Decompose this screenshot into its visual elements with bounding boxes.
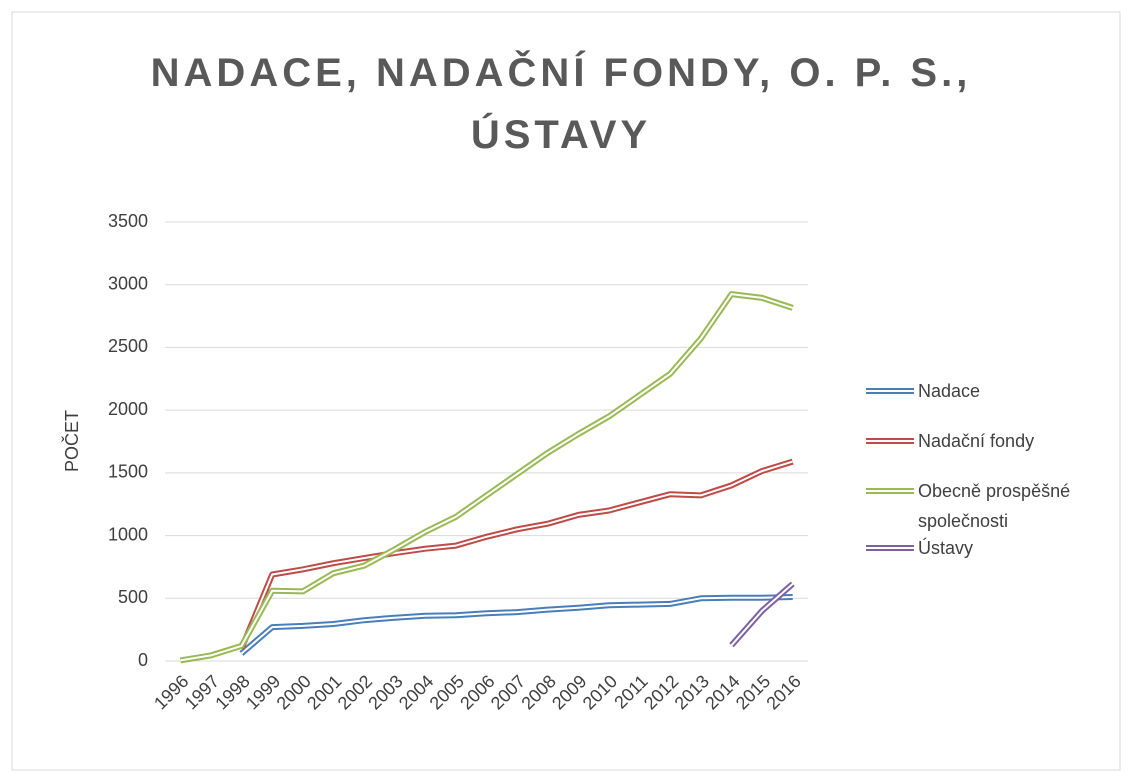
x-tick-label: 2013	[671, 671, 713, 713]
x-tick-label: 2002	[334, 671, 376, 713]
legend-label: Nadační fondy	[918, 431, 1035, 451]
y-tick-label: 3000	[108, 273, 148, 293]
y-tick-label: 1000	[108, 524, 148, 544]
x-tick-label: 2014	[701, 671, 743, 713]
x-tick-label: 2001	[303, 671, 345, 713]
y-axis-label: POČET	[61, 410, 82, 472]
x-tick-label: 2007	[487, 671, 529, 713]
x-tick-label: 2005	[426, 671, 468, 713]
y-tick-label: 1500	[108, 462, 148, 482]
chart-title: NADACE, NADAČNÍ FONDY, O. P. S., ÚSTAVY	[150, 51, 972, 157]
series-line-inner	[180, 293, 794, 662]
series-line-inner	[730, 583, 794, 646]
chart-frame	[11, 11, 1121, 771]
legend-label: Nadace	[918, 381, 981, 401]
legend-label: Ústavy	[918, 538, 974, 558]
series-line-inner	[240, 460, 793, 649]
x-tick-label: 2004	[395, 671, 437, 713]
x-tick-label: 2008	[517, 671, 559, 713]
x-tick-label: 2006	[456, 671, 498, 713]
series-line	[238, 458, 794, 650]
x-tick-label: 2010	[579, 671, 621, 713]
x-tick-label: 1997	[181, 671, 223, 713]
y-tick-label: 2000	[108, 399, 148, 419]
y-tick-label: 3500	[108, 211, 148, 231]
x-tick-label: 2009	[548, 671, 590, 713]
series-line	[179, 291, 794, 664]
y-tick-label: 0	[138, 650, 148, 670]
x-tick-label: 1998	[211, 671, 253, 713]
x-tick-label: 2000	[273, 671, 315, 713]
y-tick-label: 500	[118, 587, 148, 607]
y-tick-label: 2500	[108, 336, 148, 356]
x-tick-label: 1996	[150, 671, 192, 713]
x-tick-label: 2003	[364, 671, 406, 713]
x-tick-label: 1999	[242, 671, 284, 713]
x-tick-label: 2016	[762, 671, 804, 713]
x-tick-label: 2012	[640, 671, 682, 713]
legend-label: Obecně prospěšné společnosti	[918, 481, 1071, 531]
x-tick-label: 2015	[732, 671, 774, 713]
series-line-inner	[240, 596, 793, 655]
